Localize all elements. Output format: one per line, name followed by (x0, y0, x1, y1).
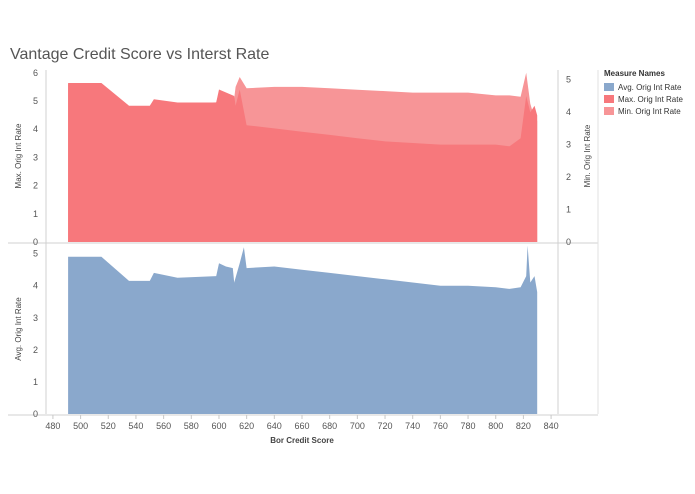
x-tick-label: 500 (73, 421, 88, 431)
legend-swatch-avg (604, 83, 614, 91)
legend-swatch-max (604, 95, 614, 103)
y-tick-label-right-p1: 4 (566, 107, 571, 117)
x-tick-label: 540 (128, 421, 143, 431)
legend-item-min[interactable]: Min. Orig Int Rate (604, 105, 683, 117)
y-axis-label-max: Max. Orig Int Rate (14, 123, 23, 188)
y-tick-label-left-p1: 5 (33, 96, 38, 106)
y-axis-label-min: Min. Orig Int Rate (583, 124, 592, 187)
x-tick-label: 480 (45, 421, 60, 431)
chart-title: Vantage Credit Score vs Interst Rate (10, 46, 270, 63)
y-tick-label-left-p2: 4 (33, 281, 38, 291)
x-tick-label: 560 (156, 421, 171, 431)
y-tick-label-left-p1: 1 (33, 209, 38, 219)
y-tick-label-left-p2: 2 (33, 345, 38, 355)
y-tick-label-right-p1: 3 (566, 140, 571, 150)
y-tick-label-left-p2: 3 (33, 313, 38, 323)
legend-swatch-min (604, 107, 614, 115)
x-tick-label: 660 (294, 421, 309, 431)
legend-item-max[interactable]: Max. Orig Int Rate (604, 93, 683, 105)
y-tick-label-right-p1: 0 (566, 237, 571, 247)
legend-title: Measure Names (604, 69, 665, 78)
x-tick-label: 840 (544, 421, 559, 431)
y-tick-label-left-p1: 0 (33, 237, 38, 247)
x-tick-label: 640 (267, 421, 282, 431)
y-tick-label-left-p1: 3 (33, 152, 38, 162)
legend-label-avg: Avg. Orig Int Rate (618, 82, 682, 92)
x-axis-label: Bor Credit Score (270, 436, 334, 445)
x-tick-label: 740 (405, 421, 420, 431)
x-tick-label: 680 (322, 421, 337, 431)
y-tick-label-right-p1: 1 (566, 205, 571, 215)
legend-item-avg[interactable]: Avg. Orig Int Rate (604, 81, 683, 93)
x-tick-label: 780 (461, 421, 476, 431)
x-tick-label: 720 (378, 421, 393, 431)
legend-label-max: Max. Orig Int Rate (618, 94, 683, 104)
x-tick-label: 820 (516, 421, 531, 431)
y-tick-label-left-p2: 1 (33, 377, 38, 387)
y-tick-label-right-p1: 5 (566, 75, 571, 85)
x-tick-label: 760 (433, 421, 448, 431)
series-area-min (68, 83, 538, 242)
y-tick-label-left-p1: 4 (33, 124, 38, 134)
series-area-avg (68, 245, 538, 414)
x-tick-label: 800 (488, 421, 503, 431)
x-tick-label: 600 (211, 421, 226, 431)
x-tick-label: 580 (184, 421, 199, 431)
y-tick-label-right-p1: 2 (566, 172, 571, 182)
y-tick-label-left-p2: 5 (33, 249, 38, 259)
legend-label-min: Min. Orig Int Rate (618, 106, 681, 116)
y-axis-label-avg: Avg. Orig Int Rate (14, 297, 23, 361)
y-tick-label-left-p2: 0 (33, 409, 38, 419)
x-tick-label: 620 (239, 421, 254, 431)
x-tick-label: 700 (350, 421, 365, 431)
y-tick-label-left-p1: 6 (33, 68, 38, 78)
x-tick-label: 520 (101, 421, 116, 431)
y-tick-label-left-p1: 2 (33, 181, 38, 191)
legend: Measure Names Avg. Orig Int Rate Max. Or… (604, 69, 683, 117)
